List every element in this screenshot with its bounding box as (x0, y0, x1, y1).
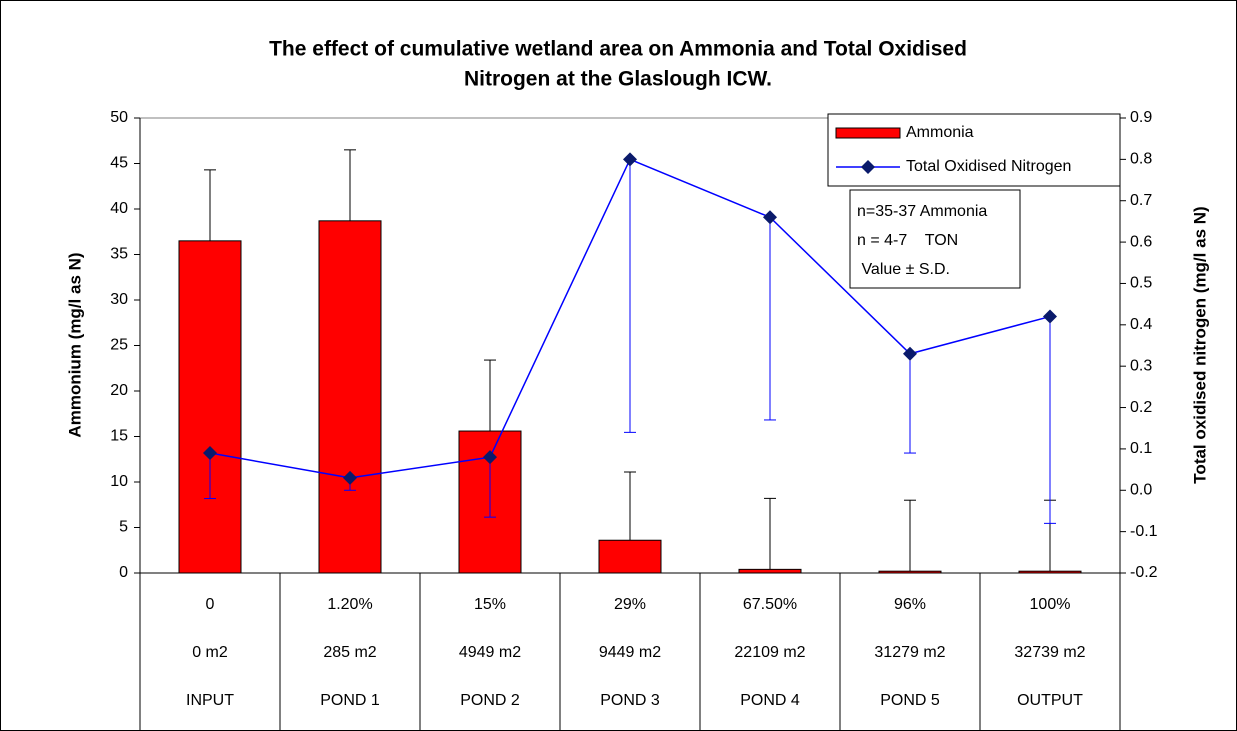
y2-tick-label: -0.1 (1130, 523, 1158, 540)
y2-tick-label: 0.0 (1130, 481, 1152, 498)
x-tick-label: 0 m2 (192, 644, 228, 661)
x-tick-label: OUTPUT (1017, 692, 1083, 709)
legend-swatch (835, 127, 901, 139)
x-tick-label: POND 5 (880, 692, 940, 709)
y-tick-label: 10 (110, 473, 128, 490)
marker (623, 152, 637, 167)
x-tick-label: 1.20% (327, 596, 372, 613)
y2-tick-label: 0.1 (1130, 440, 1152, 457)
x-tick-label: 31279 m2 (874, 644, 945, 661)
marker (343, 470, 357, 485)
y2-tick-label: 0.3 (1130, 357, 1152, 374)
legend-label: Ammonia (906, 124, 974, 141)
x-tick-label: 96% (894, 596, 926, 613)
legend-label: Total Oxidised Nitrogen (906, 158, 1071, 175)
x-tick-label: 22109 m2 (734, 644, 805, 661)
marker (763, 210, 777, 225)
marker (203, 446, 217, 461)
x-tick-label: 32739 m2 (1014, 644, 1085, 661)
x-tick-label: 4949 m2 (459, 644, 521, 661)
y-tick-label: 45 (110, 155, 128, 172)
y-tick-label: 30 (110, 291, 128, 308)
x-tick-label: 9449 m2 (599, 644, 661, 661)
y-tick-label: 20 (110, 382, 128, 399)
y2-tick-label: 0.4 (1130, 316, 1152, 333)
bar (738, 568, 802, 574)
y-axis-label: Ammonium (mg/l as N) (65, 252, 84, 437)
annotation: n = 4-7 TON (857, 232, 958, 249)
x-tick-label: 29% (614, 596, 646, 613)
y2-tick-label: 0.7 (1130, 192, 1152, 209)
y2-tick-label: 0.9 (1130, 109, 1152, 126)
marker (1043, 309, 1057, 324)
y2-tick-label: 0.8 (1130, 151, 1152, 168)
chart-title: Nitrogen at the Glaslough ICW. (464, 68, 772, 91)
x-tick-label: 285 m2 (323, 644, 376, 661)
y-tick-label: 15 (110, 428, 128, 445)
x-tick-label: POND 3 (600, 692, 660, 709)
marker (483, 450, 497, 465)
bar (318, 220, 382, 574)
annotation: Value ± S.D. (857, 261, 950, 278)
x-tick-label: POND 2 (460, 692, 520, 709)
x-tick-label: 67.50% (743, 596, 797, 613)
bar (178, 240, 242, 574)
chart-title: The effect of cumulative wetland area on… (269, 38, 967, 61)
legend-marker (861, 160, 875, 174)
bar (1018, 570, 1082, 574)
annotation: n=35-37 Ammonia (857, 203, 987, 220)
y-tick-label: 40 (110, 200, 128, 217)
bar (878, 570, 942, 574)
x-tick-label: INPUT (186, 692, 234, 709)
x-tick-label: 0 (206, 596, 215, 613)
marker (903, 346, 917, 361)
y2-tick-label: 0.2 (1130, 399, 1152, 416)
x-tick-label: POND 4 (740, 692, 800, 709)
y2-tick-label: 0.5 (1130, 275, 1152, 292)
y-tick-label: 25 (110, 337, 128, 354)
y-tick-label: 35 (110, 246, 128, 263)
annotation-box (849, 189, 1021, 289)
y2-axis-label: Total oxidised nitrogen (mg/l as N) (1190, 206, 1209, 483)
y2-tick-label: 0.6 (1130, 233, 1152, 250)
x-tick-label: 15% (474, 596, 506, 613)
x-tick-label: 100% (1030, 596, 1071, 613)
x-tick-label: POND 1 (320, 692, 380, 709)
bar (598, 539, 662, 574)
y2-tick-label: -0.2 (1130, 564, 1158, 581)
y-tick-label: 50 (110, 109, 128, 126)
y-tick-label: 0 (119, 564, 128, 581)
y-tick-label: 5 (119, 519, 128, 536)
legend (827, 113, 1121, 187)
